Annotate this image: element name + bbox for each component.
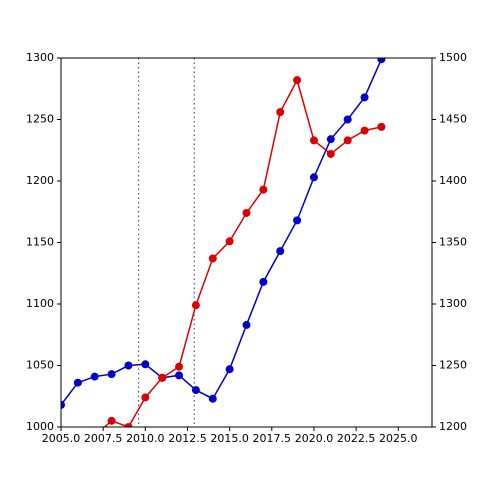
series-line (103, 78, 382, 427)
data-point (141, 393, 150, 402)
data-point (175, 371, 184, 380)
x-tick-label: 2005.0 (42, 432, 81, 445)
data-point (259, 185, 268, 194)
data-point (326, 135, 335, 144)
data-point (208, 254, 217, 263)
y-tick-label: 1200 (26, 174, 54, 187)
data-point (242, 320, 251, 329)
data-point (191, 301, 200, 310)
data-point (309, 136, 318, 145)
data-point (225, 237, 234, 246)
y2-tick-label: 1200 (439, 420, 467, 433)
y2-tick-label: 1250 (439, 359, 467, 372)
data-point (343, 115, 352, 124)
data-point (326, 149, 335, 158)
x-tick-label: 2017.5 (253, 432, 292, 445)
data-point (360, 93, 369, 102)
data-point (208, 394, 217, 403)
data-point (343, 136, 352, 145)
plot-area (61, 58, 386, 427)
data-point (377, 122, 386, 131)
data-point (242, 208, 251, 217)
data-point (225, 365, 234, 374)
data-point (259, 277, 268, 286)
data-point (377, 58, 386, 64)
y-tick-label: 1300 (26, 51, 54, 64)
data-point (90, 372, 99, 381)
data-point (175, 362, 184, 371)
data-point (360, 126, 369, 135)
y-tick-label: 1100 (26, 297, 54, 310)
data-point (73, 378, 82, 387)
data-point (124, 423, 133, 427)
x-tick-label: 2007.5 (84, 432, 123, 445)
y2-tick-label: 1300 (439, 297, 467, 310)
data-point (107, 370, 116, 379)
y-tick-label: 1150 (26, 236, 54, 249)
data-point (191, 386, 200, 395)
data-point (276, 108, 285, 117)
y2-tick-label: 1500 (439, 51, 467, 64)
data-point (276, 247, 285, 256)
series-line (61, 58, 383, 406)
data-point (124, 361, 133, 370)
data-point (293, 76, 302, 85)
x-tick-label: 2025.0 (379, 432, 418, 445)
data-point (141, 360, 150, 369)
x-tick-label: 2020.0 (295, 432, 334, 445)
y2-tick-label: 1350 (439, 236, 467, 249)
x-tick-label: 2015.0 (210, 432, 249, 445)
y-tick-label: 1250 (26, 113, 54, 126)
y-tick-label: 1050 (26, 359, 54, 372)
y2-tick-label: 1400 (439, 174, 467, 187)
data-point (309, 173, 318, 182)
data-point (158, 373, 167, 382)
data-point (107, 416, 116, 425)
y-tick-label: 1000 (26, 420, 54, 433)
data-point (61, 400, 65, 409)
x-tick-label: 2012.5 (168, 432, 207, 445)
data-point (293, 216, 302, 225)
y2-tick-label: 1450 (439, 113, 467, 126)
x-tick-label: 2010.0 (126, 432, 165, 445)
x-tick-label: 2022.5 (337, 432, 376, 445)
